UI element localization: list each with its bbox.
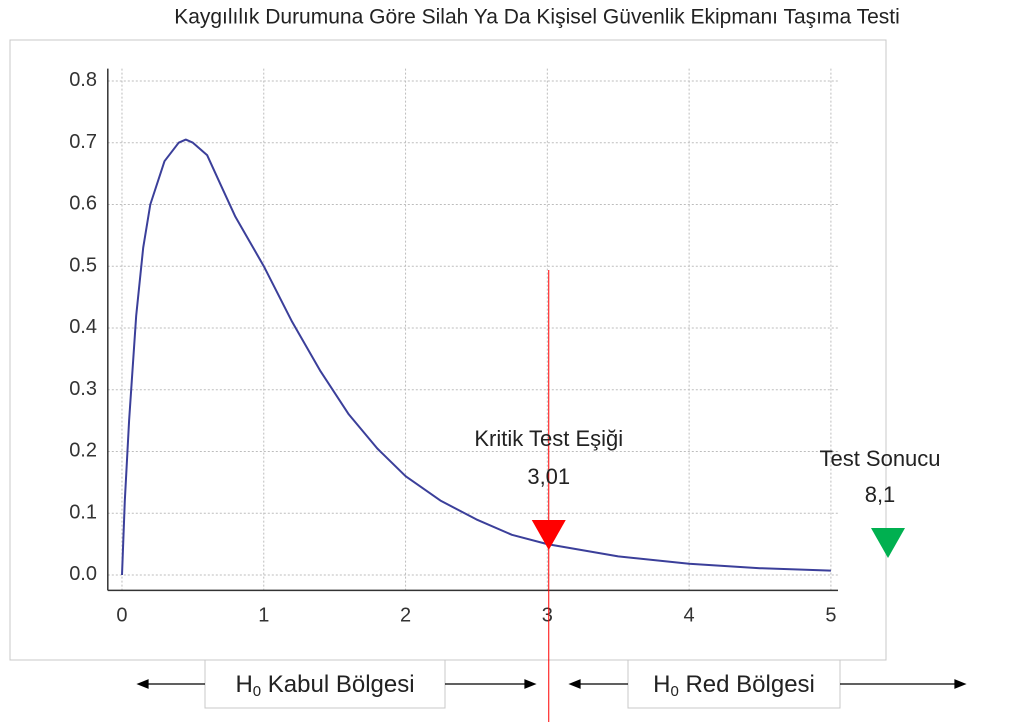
region-label: H0 Kabul Bölgesi: [235, 671, 414, 700]
y-tick-label: 0.8: [69, 69, 97, 91]
region-subscript: 0: [670, 683, 678, 700]
critical-label: 3,01: [527, 464, 570, 489]
density-curve: [121, 138, 831, 576]
critical-marker: [531, 520, 566, 550]
y-tick-label: 0.7: [69, 131, 97, 153]
y-tick-label: 0.5: [69, 254, 97, 276]
result-label: 8,1: [865, 482, 896, 507]
y-tick-label: 0.6: [69, 193, 97, 215]
x-tick-label: 2: [400, 604, 411, 626]
y-tick-label: 0.3: [69, 378, 97, 400]
y-tick-label: 0.2: [69, 440, 97, 462]
result-name: Test Sonucu: [819, 446, 940, 471]
region-box: [204, 659, 446, 709]
region-symbol: H: [235, 671, 252, 698]
y-tick-label: 0.1: [69, 501, 97, 523]
x-tick-label: 5: [825, 604, 836, 626]
region-subscript: 0: [253, 683, 261, 700]
y-tick-label: 0.4: [69, 316, 97, 338]
result-marker: [871, 528, 905, 558]
x-tick-label: 4: [684, 604, 695, 626]
region-text: Red Bölgesi: [679, 671, 815, 698]
x-tick-label: 3: [542, 604, 553, 626]
y-tick-label: 0.0: [69, 563, 97, 585]
x-tick-label: 1: [258, 604, 269, 626]
critical-name: Kritik Test Eşiği: [474, 426, 623, 451]
chart-title: Kaygılılık Durumuna Göre Silah Ya Da Kiş…: [174, 6, 900, 29]
frame: [9, 39, 887, 661]
region-symbol: H: [653, 671, 670, 698]
region-box: [627, 659, 841, 709]
region-text: Kabul Bölgesi: [261, 671, 414, 698]
region-label: H0 Red Bölgesi: [653, 671, 815, 700]
x-tick-label: 0: [116, 604, 127, 626]
region-arrows: [136, 679, 967, 689]
